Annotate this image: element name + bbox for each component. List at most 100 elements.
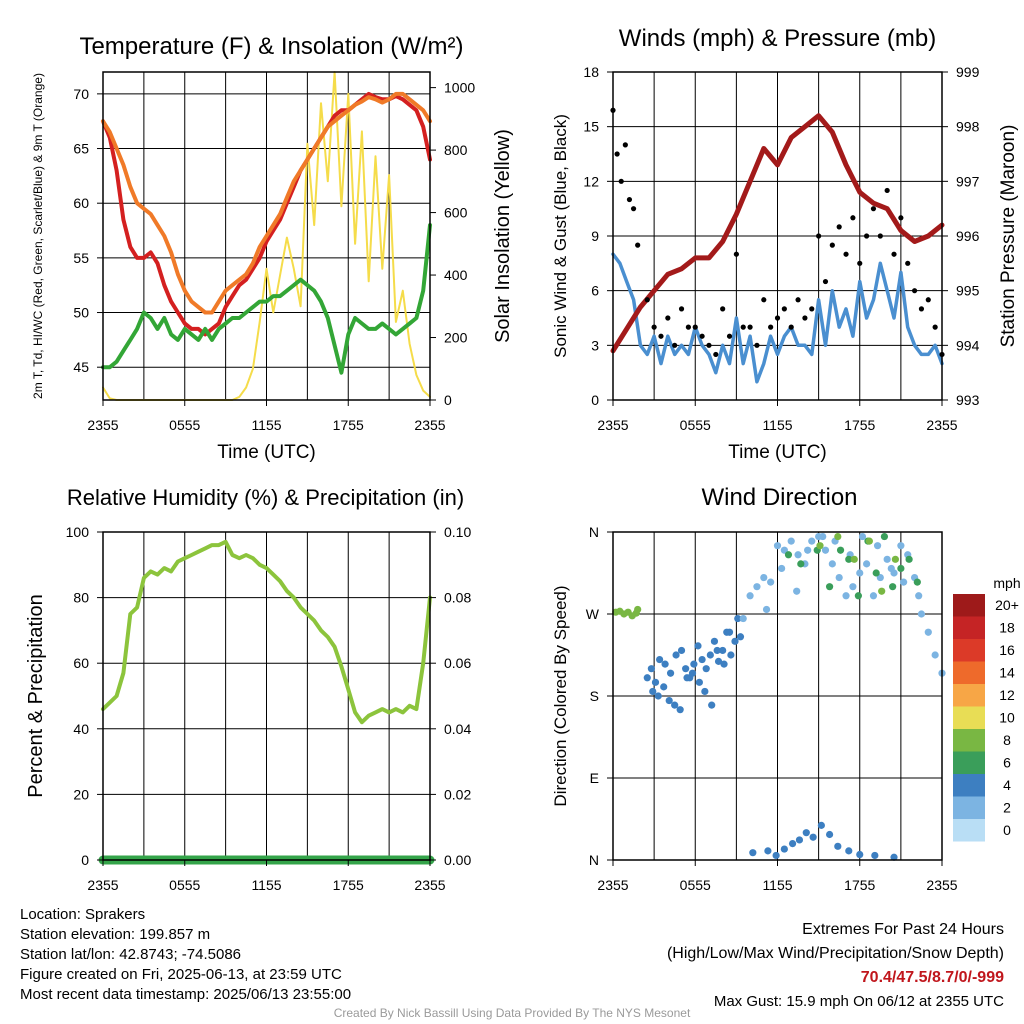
dir-point (900, 578, 908, 586)
dir-point (701, 687, 709, 696)
dir-point (654, 692, 662, 700)
dir-point (661, 660, 669, 668)
temp-xtick-label: 2355 (87, 417, 118, 433)
wind-y2tick-label: 997 (956, 173, 980, 189)
legend-label: 2 (1003, 800, 1011, 816)
wind-gust-point (644, 297, 650, 303)
legend-label: 12 (999, 687, 1015, 703)
location-text: Location: Sprakers (20, 906, 146, 923)
wind-gust-point (720, 306, 726, 312)
dir-ytick-label: E (590, 770, 599, 786)
wind-gust-point (898, 215, 904, 221)
dir-point (665, 696, 673, 705)
legend-swatch (953, 616, 985, 639)
wind-gust-point (699, 333, 705, 339)
dir-point (854, 592, 862, 600)
dir-point (802, 829, 810, 837)
dir-point (836, 546, 845, 554)
legend-label: 14 (999, 665, 1015, 681)
wind-gust-point (925, 297, 931, 303)
wind-gust-point (802, 315, 808, 321)
wind-series-sonic (611, 252, 944, 384)
wind-gust-point (884, 187, 890, 194)
dir-point (897, 564, 905, 573)
dir-point (660, 683, 668, 691)
dir-ytick-label: S (590, 688, 599, 704)
dir-point (666, 669, 675, 677)
elevation-text: Station elevation: 199.857 m (20, 926, 211, 943)
wind-gust-point (857, 260, 863, 266)
credit-text: Created By Nick Bassill Using Data Provi… (333, 1006, 691, 1020)
dir-point (915, 592, 923, 600)
dir-point (695, 678, 703, 686)
dir-point (676, 706, 684, 714)
wind-gust-point (822, 278, 829, 285)
wind-gust-point (911, 288, 918, 294)
temp-ytick-label: 55 (73, 250, 89, 266)
dir-point (688, 669, 697, 677)
legend-swatch (953, 684, 985, 707)
dir-point (834, 532, 842, 541)
latlon-text: Station lat/lon: 42.8743; -74.5086 (20, 946, 242, 963)
rh-ytick-label: 20 (73, 786, 89, 802)
dir-point (749, 849, 757, 857)
dir-point (865, 537, 873, 545)
dir-point (825, 830, 834, 839)
wind-gust-point (706, 342, 712, 348)
wind-gust-point (918, 306, 925, 312)
temp-y2label: Solar Insolation (Yellow) (492, 129, 514, 343)
wind-gust-point (658, 333, 664, 339)
wind-gust-point (864, 233, 870, 239)
legend-swatch (953, 774, 985, 797)
legend-swatch (953, 639, 985, 662)
wind-xtick-label: 1755 (844, 417, 875, 433)
wind-gust-point (713, 351, 719, 358)
dir-point (788, 840, 797, 848)
dir-point (905, 555, 913, 563)
wind-ytick-label: 3 (591, 337, 599, 353)
dir-point (767, 578, 775, 586)
wind-gust-point (870, 206, 877, 212)
wind-gust-point (618, 178, 624, 184)
wind-gust-point (726, 333, 733, 339)
legend-label: 0 (1003, 822, 1011, 838)
dir-point (643, 674, 651, 682)
dir-point (834, 842, 842, 850)
wind-gust-point (685, 324, 691, 330)
dir-point (795, 836, 804, 844)
dir-title: Wind Direction (701, 484, 857, 511)
rh-xtick-label: 1155 (251, 877, 281, 893)
wind-ytick-label: 6 (591, 283, 599, 299)
rh-xtick-label: 1755 (333, 877, 364, 893)
wind-ytick-label: 0 (591, 392, 599, 408)
dir-point (746, 592, 754, 600)
legend-swatch (953, 661, 985, 684)
wind-gust-point (622, 142, 628, 148)
dir-point (778, 564, 786, 573)
rh-ytick-label: 100 (66, 524, 90, 540)
temp-ytick-label: 70 (73, 86, 89, 102)
dir-point (708, 701, 716, 709)
dir-xtick-label: 1755 (844, 877, 875, 893)
wind-y2tick-label: 999 (956, 64, 980, 80)
dir-point (736, 633, 745, 641)
wind-gust-point (692, 324, 698, 330)
legend-label: 10 (999, 710, 1015, 726)
temp-xlabel: Time (UTC) (217, 442, 316, 463)
dir-point (825, 583, 834, 591)
wind-y2tick-label: 995 (956, 283, 980, 299)
rh-y2tick-label: 0.06 (444, 655, 471, 671)
temp-ytick-label: 60 (73, 195, 89, 211)
temp-y2tick-label: 400 (444, 267, 468, 283)
wind-gust-point (747, 324, 753, 330)
station-info: Location: Sprakers Station elevation: 19… (20, 905, 351, 1005)
wind-gust-point (843, 251, 849, 257)
wind-y2label: Station Pressure (Maroon) (998, 125, 1019, 348)
max-gust-text: Max Gust: 15.9 mph On 06/12 at 2355 UTC (713, 993, 1004, 1010)
rh-xtick-label: 0555 (169, 877, 200, 893)
dir-point (804, 546, 812, 554)
wind-ytick-label: 18 (583, 64, 599, 80)
temp-y2tick-label: 600 (444, 205, 468, 221)
wind-xtick-label: 2355 (597, 417, 628, 433)
